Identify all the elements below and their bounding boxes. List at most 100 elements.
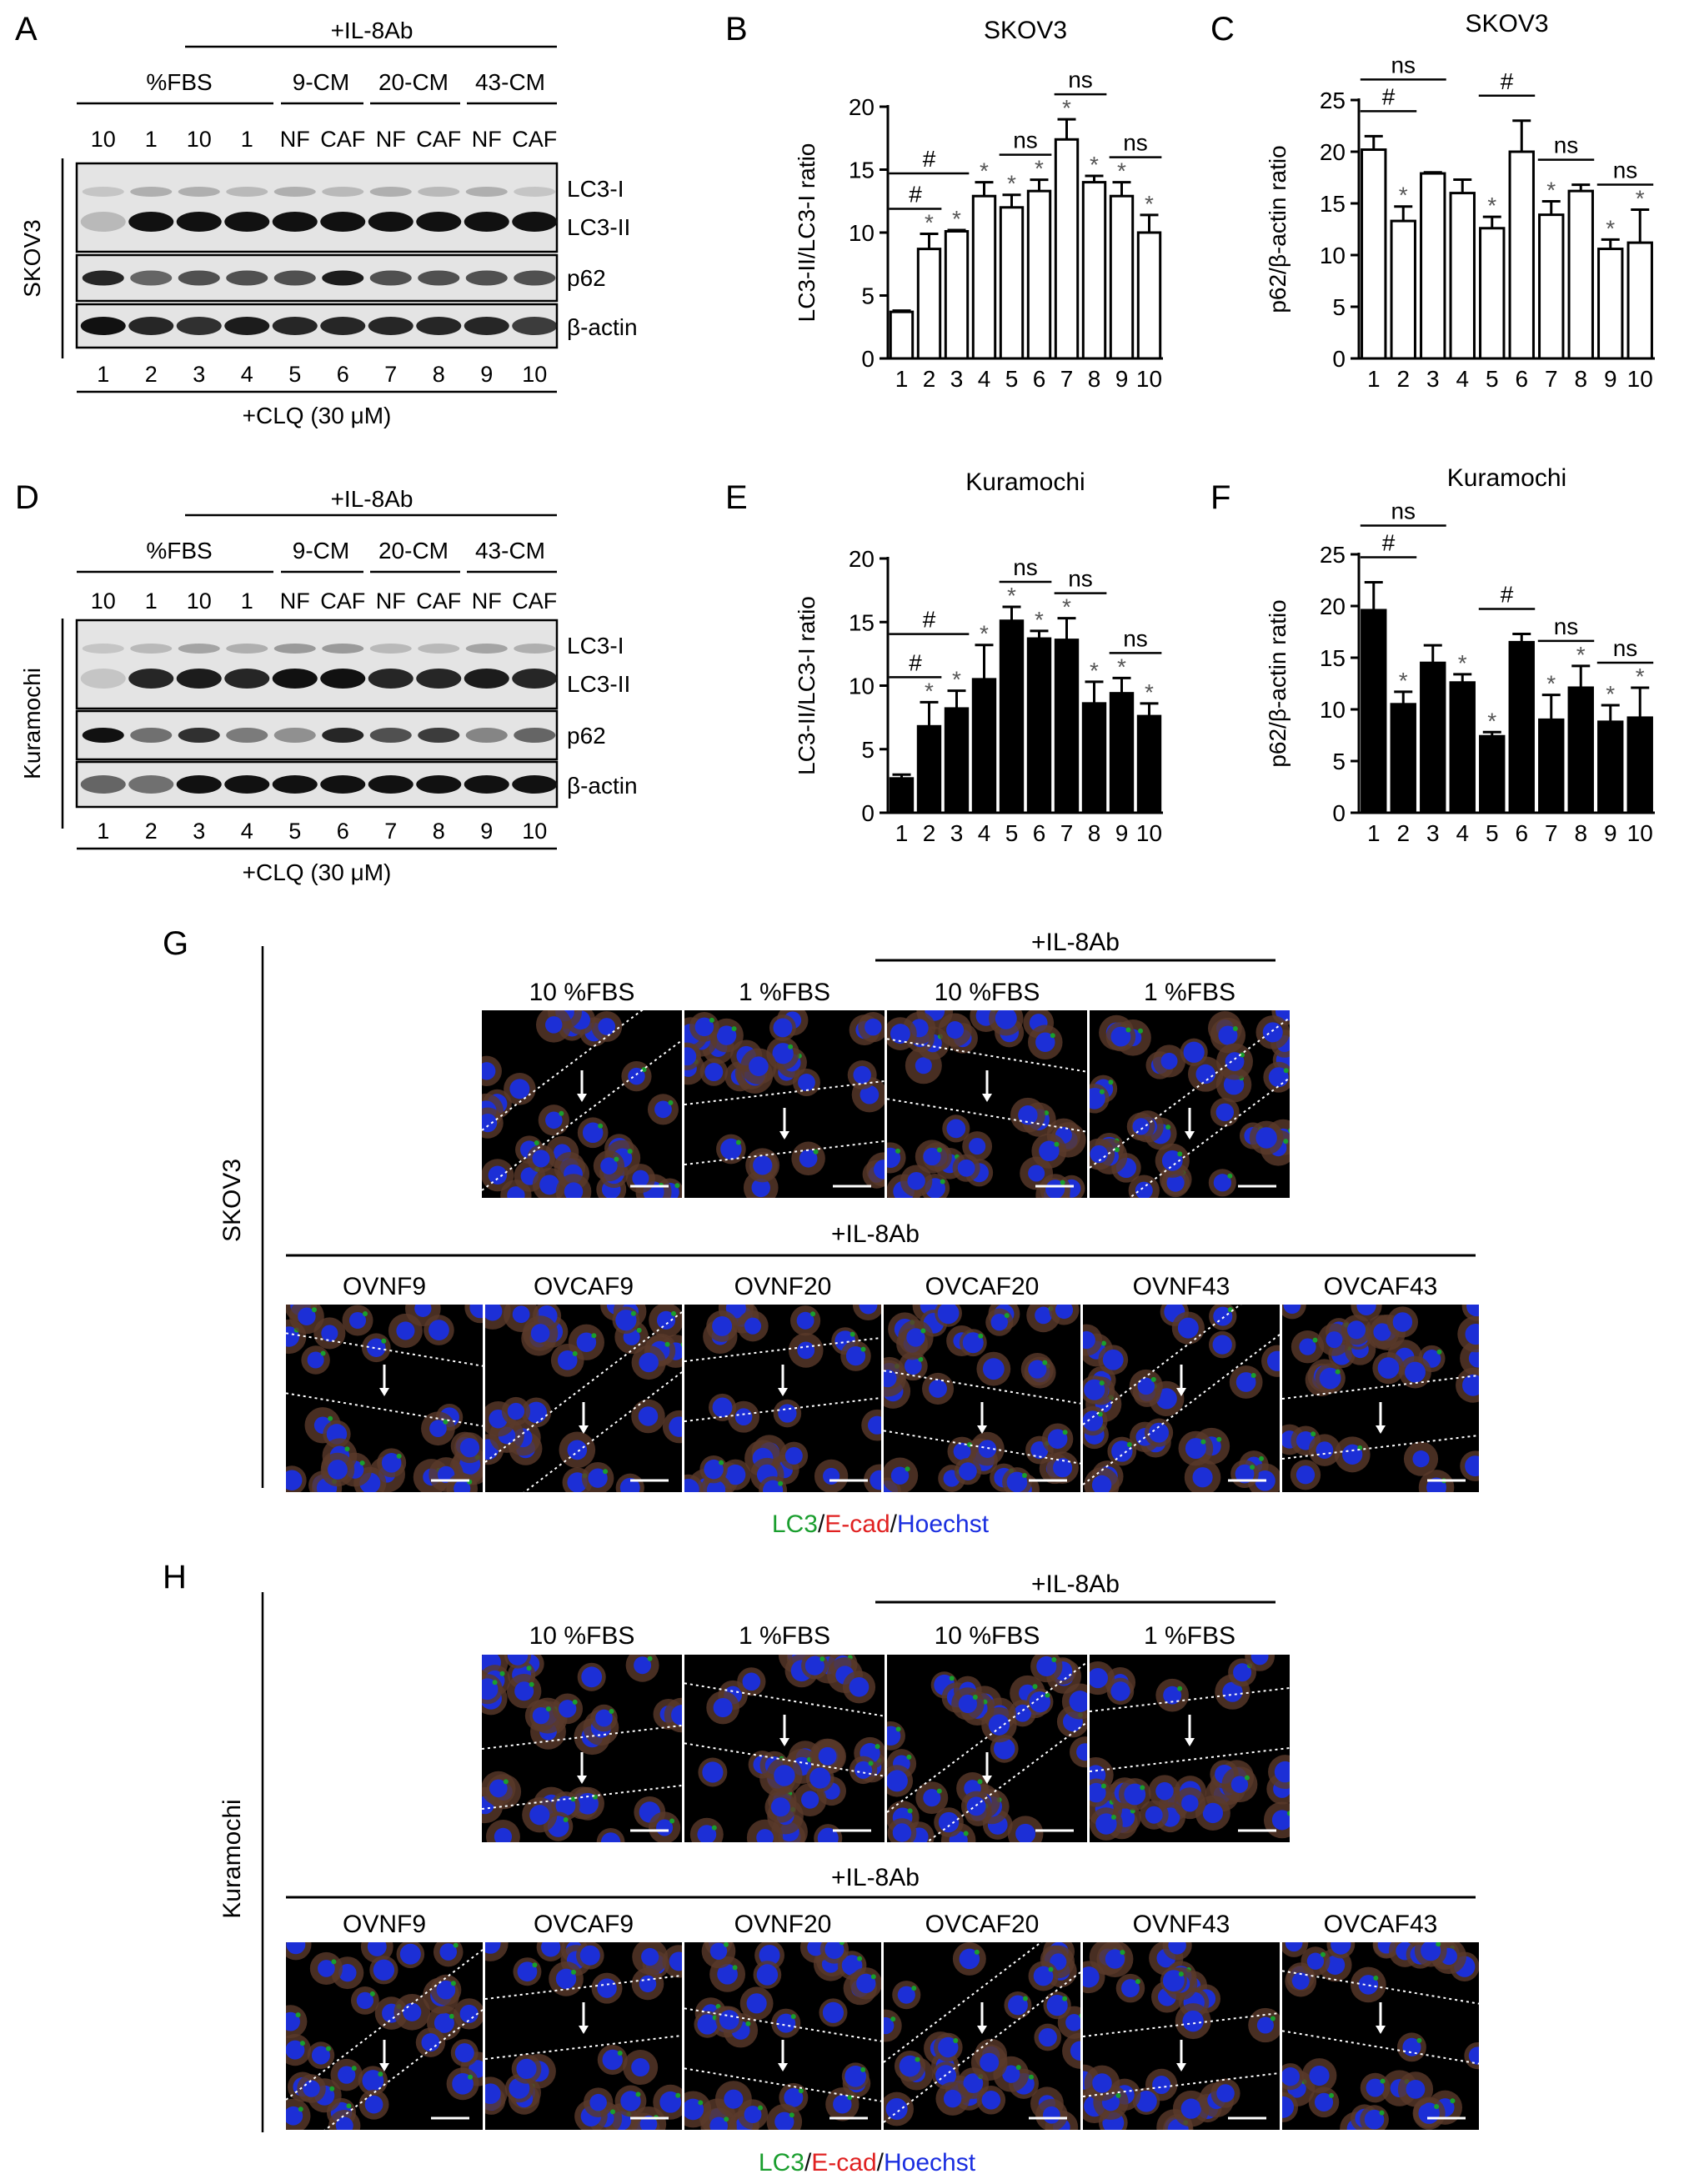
wound-edge: [482, 1039, 682, 1191]
lc3-puncta: [1079, 2013, 1080, 2018]
significance-star: *: [1090, 658, 1099, 684]
lc3-puncta: [545, 1706, 551, 1712]
cell-nucleus: [1268, 1067, 1289, 1088]
bar: [1054, 639, 1080, 814]
lc3ii-band: [464, 212, 509, 232]
p62-band: [418, 270, 460, 286]
lc3-puncta: [328, 1415, 333, 1421]
cell-nucleus: [429, 1320, 449, 1340]
cell-nucleus: [1218, 1025, 1238, 1045]
cell-nucleus: [784, 2087, 804, 2107]
lane-number: 1: [97, 362, 109, 387]
bar: [999, 619, 1025, 814]
x-tick-label: 3: [950, 820, 964, 846]
cell-nucleus: [1212, 1335, 1232, 1355]
cell-nucleus: [719, 2010, 739, 2030]
cell-nucleus: [1155, 1388, 1177, 1410]
cell-nucleus: [958, 1694, 977, 1714]
lc3-puncta: [534, 1140, 539, 1146]
lane-condition-label: NF: [376, 589, 406, 614]
lc3-puncta: [572, 1699, 578, 1705]
arrow-head: [779, 1738, 789, 1746]
lc3-puncta: [363, 1311, 368, 1317]
lc3ii-band: [368, 212, 413, 232]
legend-slash: /: [890, 1510, 898, 1538]
lc3-puncta: [603, 1469, 609, 1475]
lc3-puncta: [295, 2012, 301, 2018]
cell-nucleus: [452, 2072, 474, 2095]
x-tick-label: 9: [1115, 366, 1129, 392]
lc3-puncta: [378, 2071, 383, 2077]
lc3-puncta: [788, 1044, 794, 1049]
p62-band: [273, 728, 316, 743]
il8ab-header-bottom: +IL-8Ab: [831, 1864, 920, 1891]
y-tick-label: 10: [849, 674, 875, 699]
cell-nucleus: [712, 1315, 733, 1336]
lc3i-band: [130, 644, 173, 654]
wound-edge: [482, 1010, 644, 1131]
arrow-head: [779, 1131, 789, 1140]
lc3-puncta: [1045, 1692, 1050, 1698]
condition-label: OVCAF9: [534, 1911, 634, 1938]
lane-number: 6: [337, 819, 349, 844]
lc3-puncta: [723, 1942, 729, 1947]
cell-nucleus: [753, 1155, 773, 1175]
x-tick-label: 8: [1574, 820, 1587, 846]
lane-condition-label: 1: [145, 127, 158, 152]
cell-nucleus: [969, 1138, 986, 1155]
chart-title: SKOV3: [984, 17, 1067, 44]
cell-nucleus: [957, 1159, 975, 1177]
p62-band: [226, 728, 268, 743]
cell-nucleus: [328, 1460, 348, 1480]
cell-nucleus: [669, 1416, 682, 1437]
arrow-head: [379, 1388, 389, 1396]
cell-nucleus: [600, 1832, 621, 1842]
p62-band: [130, 270, 173, 286]
lc3ii-band: [128, 212, 174, 232]
cell-nucleus: [1166, 1174, 1185, 1192]
cell-nucleus: [532, 1706, 550, 1725]
cell-nucleus: [853, 1065, 871, 1084]
actin-band: [128, 317, 174, 335]
wound-edge: [1083, 2071, 1280, 2098]
comparison-label: #: [909, 649, 922, 675]
lc3-puncta: [1227, 1173, 1233, 1179]
cell-nucleus: [1014, 1704, 1032, 1722]
cell-nucleus: [1325, 1955, 1346, 1975]
lane-number: 2: [145, 362, 158, 387]
cell-nucleus: [744, 2106, 762, 2124]
lc3-puncta: [1373, 1975, 1379, 1981]
microscopy-image: [884, 1942, 1080, 2130]
x-tick-label: 1: [895, 820, 909, 846]
bar: [1109, 692, 1135, 814]
cell-nucleus: [797, 1341, 815, 1360]
lc3-puncta: [895, 1148, 901, 1154]
cell-nucleus: [756, 1964, 779, 1986]
cell-nucleus: [557, 1350, 578, 1370]
condition-label: OVNF43: [1133, 1911, 1230, 1938]
group-fbs-label: %FBS: [146, 538, 212, 564]
cell-nucleus: [1392, 1312, 1413, 1332]
cell-nucleus: [298, 1307, 316, 1325]
p62-band: [514, 728, 556, 743]
cell-nucleus: [1223, 1074, 1245, 1095]
lc3-puncta: [1436, 1942, 1441, 1947]
cell-nucleus: [716, 1025, 737, 1045]
y-tick-label: 10: [1320, 243, 1346, 268]
cell-nucleus: [1285, 1942, 1303, 1952]
significance-star: *: [1636, 664, 1645, 689]
lc3-puncta: [351, 2066, 357, 2071]
microscopy-image: [485, 1305, 682, 1492]
y-tick-label: 0: [861, 346, 875, 372]
lc3-puncta: [492, 1680, 498, 1686]
lane-condition-label: CAF: [512, 127, 557, 152]
lane-condition-label: NF: [280, 589, 310, 614]
bar: [1449, 192, 1476, 360]
bar: [999, 206, 1025, 360]
cell-nucleus: [545, 1016, 563, 1034]
actin-band: [320, 775, 366, 794]
lc3-puncta: [1021, 1472, 1027, 1478]
bar: [971, 678, 997, 814]
microscopy-image: [887, 1655, 1087, 1842]
lc3-puncta: [711, 1825, 717, 1831]
